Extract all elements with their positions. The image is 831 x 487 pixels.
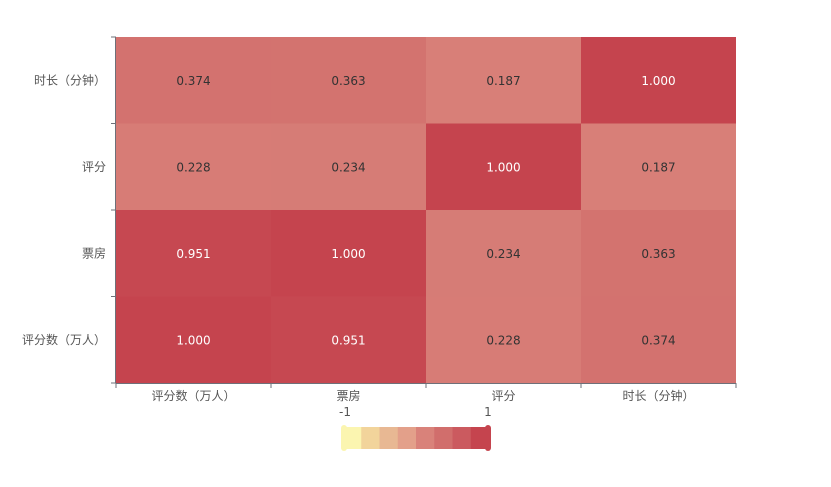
visual-map-max-handle[interactable]: [485, 425, 491, 451]
heatmap-cell-value: 0.187: [641, 160, 675, 174]
visual-map-segment: [379, 427, 399, 449]
heatmap-cell-value: 1.000: [486, 160, 520, 174]
heatmap-cell-value: 0.951: [176, 247, 210, 261]
heatmap-cell[interactable]: [426, 210, 581, 297]
heatmap-cell[interactable]: [116, 37, 271, 124]
heatmap-cell-value: 1.000: [641, 74, 675, 88]
visual-map-max-label: 1: [484, 405, 492, 419]
heatmap-cell[interactable]: [581, 296, 736, 384]
visual-map-min-handle[interactable]: [341, 425, 347, 451]
heatmap-cells: 1.000 0.951 0.228 0.374 0.951 1.000 0.234 0.363…: [116, 37, 736, 383]
visual-map-min-label: -1: [339, 405, 351, 419]
y-axis-ticks: 评分数（万人） 票房 评分 时长（分钟）: [22, 36, 116, 384]
visual-map-gradient-bar[interactable]: [341, 425, 491, 451]
heatmap-cell[interactable]: [116, 210, 271, 297]
heatmap-cell-value: 0.363: [331, 74, 365, 88]
heatmap-cell[interactable]: [116, 123, 271, 211]
y-axis-tick-label: 票房: [82, 245, 106, 260]
heatmap-cell[interactable]: [271, 37, 426, 124]
heatmap-cell[interactable]: [581, 210, 736, 297]
heatmap-cell-value: 0.951: [331, 333, 365, 347]
heatmap-cell[interactable]: [271, 123, 426, 211]
visual-map[interactable]: -1 1: [339, 405, 492, 451]
visual-map-segment: [397, 427, 417, 449]
x-axis-ticks: 评分数（万人） 票房 评分 时长（分钟）: [115, 383, 737, 403]
heatmap-cell[interactable]: [581, 123, 736, 211]
x-axis-tick-label: 票房: [336, 388, 360, 403]
heatmap-cell-value: 0.234: [486, 247, 520, 261]
y-axis-tick-label: 时长（分钟）: [34, 72, 106, 87]
heatmap-cell[interactable]: [271, 210, 426, 297]
heatmap-cell-value: 0.374: [176, 74, 210, 88]
heatmap-cell-value: 0.228: [176, 160, 210, 174]
x-axis-tick-label: 时长（分钟）: [622, 388, 694, 403]
y-axis-tick-label: 评分: [82, 160, 106, 174]
heatmap-cell-value: 1.000: [331, 247, 365, 261]
heatmap-cell[interactable]: [581, 37, 736, 124]
x-axis-tick-label: 评分: [491, 389, 515, 403]
visual-map-segment: [452, 427, 472, 449]
heatmap-cell[interactable]: [116, 296, 271, 384]
heatmap-cell[interactable]: [426, 123, 581, 211]
heatmap-cell-value: 0.187: [486, 74, 520, 88]
visual-map-segment: [470, 427, 490, 449]
heatmap-cell[interactable]: [271, 296, 426, 384]
heatmap-cell[interactable]: [426, 37, 581, 124]
visual-map-segment: [343, 427, 362, 449]
visual-map-segment: [416, 427, 435, 449]
heatmap-cell-value: 1.000: [176, 333, 210, 347]
visual-map-segment: [361, 427, 380, 449]
heatmap-cell-value: 0.228: [486, 333, 520, 347]
heatmap-cell[interactable]: [426, 296, 581, 384]
heatmap-cell-value: 0.374: [641, 333, 675, 347]
x-axis-tick-label: 评分数（万人）: [151, 388, 235, 403]
visual-map-segment: [434, 427, 453, 449]
y-axis-tick-label: 评分数（万人）: [22, 332, 106, 347]
heatmap-cell-value: 0.234: [331, 160, 365, 174]
heatmap-cell-value: 0.363: [641, 247, 675, 261]
